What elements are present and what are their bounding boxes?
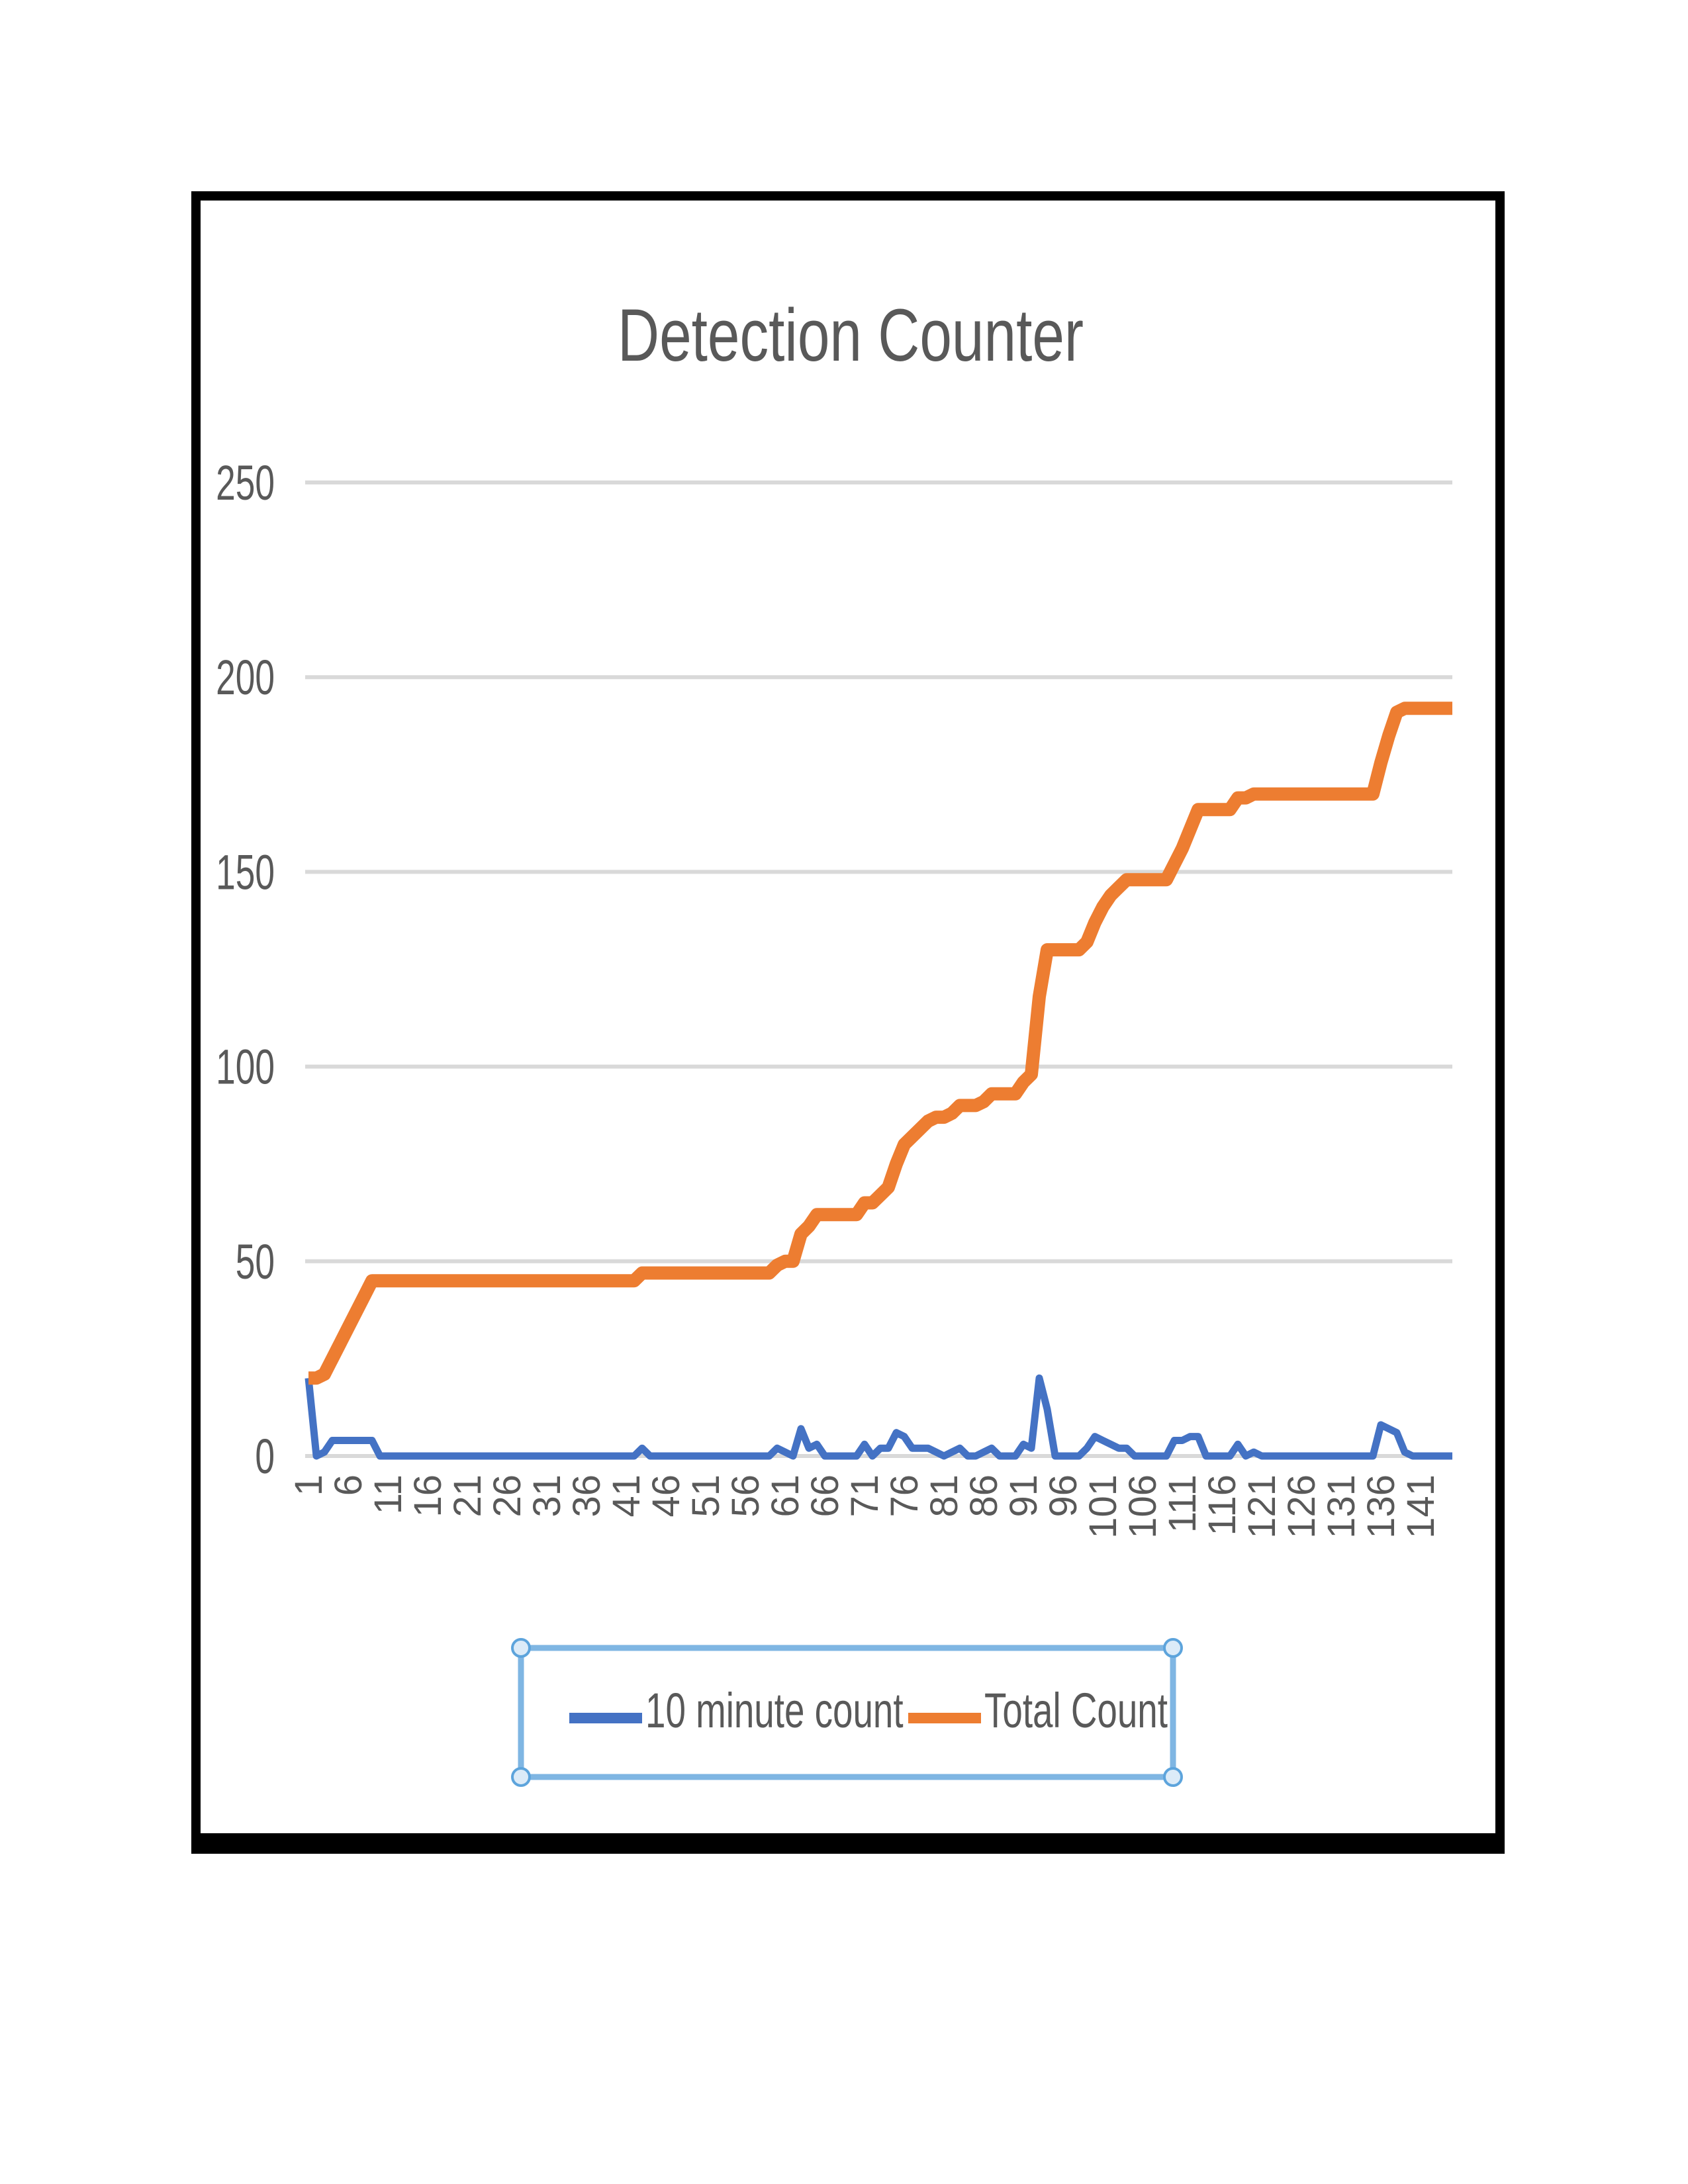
legend-label-total-count: Total Count bbox=[984, 1683, 1168, 1738]
x-tick-label: 11 bbox=[367, 1475, 410, 1514]
x-tick-label: 16 bbox=[406, 1475, 449, 1518]
x-tick-label: 126 bbox=[1280, 1475, 1323, 1539]
y-tick-label: 250 bbox=[216, 455, 275, 510]
y-tick-label: 100 bbox=[216, 1040, 275, 1095]
x-tick-label: 131 bbox=[1320, 1475, 1363, 1539]
series-lines bbox=[305, 702, 1452, 1460]
legend[interactable]: 10 minute count Total Count bbox=[511, 1638, 1183, 1787]
x-tick-label: 121 bbox=[1241, 1475, 1284, 1539]
x-tick-label: 46 bbox=[645, 1475, 688, 1518]
x-tick-label: 96 bbox=[1042, 1475, 1085, 1518]
resize-handle-top-right[interactable] bbox=[1163, 1638, 1183, 1658]
x-tick-label: 6 bbox=[327, 1475, 370, 1496]
y-axis-tick-labels: 0 50 100 150 200 250 bbox=[216, 455, 275, 1484]
x-tick-label: 31 bbox=[526, 1475, 569, 1518]
x-tick-label: 86 bbox=[962, 1475, 1006, 1518]
x-tick-label: 101 bbox=[1082, 1475, 1125, 1539]
x-tick-label: 1 bbox=[287, 1475, 330, 1496]
x-tick-label: 136 bbox=[1360, 1475, 1403, 1539]
x-tick-label: 21 bbox=[446, 1475, 489, 1518]
y-tick-label: 200 bbox=[216, 651, 275, 705]
series-line-10-minute-count bbox=[305, 1374, 1452, 1460]
chart-title: Detection Counter bbox=[618, 295, 1084, 377]
resize-handle-bottom-right[interactable] bbox=[1163, 1767, 1183, 1787]
chart-frame-bottom-edge bbox=[199, 1833, 1500, 1849]
x-tick-label: 66 bbox=[804, 1475, 847, 1518]
x-tick-label: 141 bbox=[1399, 1475, 1442, 1539]
x-tick-label: 36 bbox=[565, 1475, 608, 1518]
y-tick-label: 50 bbox=[236, 1234, 275, 1289]
x-tick-label: 56 bbox=[724, 1475, 767, 1518]
x-tick-label: 26 bbox=[486, 1475, 529, 1518]
x-axis-tick-labels: 1611162126313641465156616671768186919610… bbox=[287, 1475, 1442, 1539]
x-tick-label: 71 bbox=[843, 1475, 886, 1518]
legend-selection-box[interactable] bbox=[518, 1645, 1176, 1780]
x-tick-label: 116 bbox=[1201, 1475, 1244, 1535]
legend-label-10-minute-count: 10 minute count bbox=[645, 1683, 904, 1738]
x-tick-label: 91 bbox=[1002, 1475, 1045, 1518]
chart-frame bbox=[191, 191, 1505, 1854]
resize-handle-top-left[interactable] bbox=[511, 1638, 531, 1658]
x-tick-label: 51 bbox=[684, 1475, 727, 1518]
series-line-total-count bbox=[308, 702, 1452, 1385]
resize-handle-bottom-left[interactable] bbox=[511, 1767, 531, 1787]
y-tick-label: 0 bbox=[255, 1429, 275, 1484]
x-tick-label: 111 bbox=[1161, 1475, 1204, 1533]
x-tick-label: 41 bbox=[605, 1475, 648, 1518]
x-tick-label: 106 bbox=[1121, 1475, 1164, 1539]
y-tick-label: 150 bbox=[216, 845, 275, 900]
x-tick-label: 81 bbox=[923, 1475, 966, 1518]
x-tick-label: 76 bbox=[883, 1475, 926, 1518]
x-tick-label: 61 bbox=[764, 1475, 807, 1518]
